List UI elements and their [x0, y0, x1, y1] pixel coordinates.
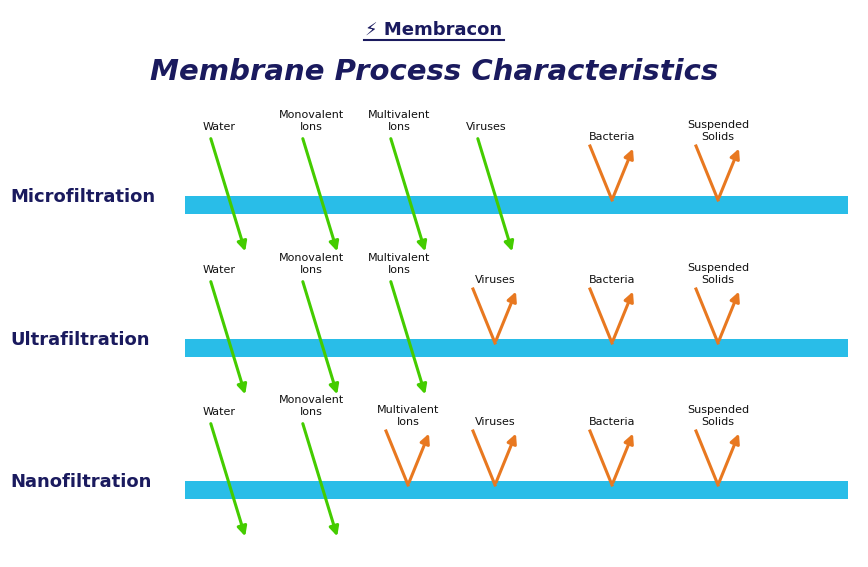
- Text: Water: Water: [202, 122, 235, 132]
- Text: Multivalent
Ions: Multivalent Ions: [377, 405, 439, 427]
- Text: Multivalent
Ions: Multivalent Ions: [368, 111, 431, 132]
- Text: Water: Water: [202, 265, 235, 275]
- Text: Suspended
Solids: Suspended Solids: [687, 405, 749, 427]
- Text: Viruses: Viruses: [475, 417, 516, 427]
- Text: Membrane Process Characteristics: Membrane Process Characteristics: [150, 58, 718, 86]
- Text: Bacteria: Bacteria: [589, 275, 635, 285]
- Text: Water: Water: [202, 407, 235, 417]
- Text: Multivalent
Ions: Multivalent Ions: [368, 253, 431, 275]
- Text: Monovalent
Ions: Monovalent Ions: [279, 395, 344, 417]
- Text: Bacteria: Bacteria: [589, 417, 635, 427]
- Text: Bacteria: Bacteria: [589, 132, 635, 142]
- Text: Suspended
Solids: Suspended Solids: [687, 264, 749, 285]
- Text: Viruses: Viruses: [475, 275, 516, 285]
- FancyBboxPatch shape: [185, 339, 848, 357]
- Text: Ultrafiltration: Ultrafiltration: [10, 331, 149, 349]
- Text: Suspended
Solids: Suspended Solids: [687, 120, 749, 142]
- FancyBboxPatch shape: [185, 481, 848, 499]
- Text: Monovalent
Ions: Monovalent Ions: [279, 253, 344, 275]
- FancyBboxPatch shape: [185, 196, 848, 214]
- Text: Nanofiltration: Nanofiltration: [10, 473, 151, 491]
- Text: Viruses: Viruses: [466, 122, 506, 132]
- Text: Microfiltration: Microfiltration: [10, 188, 155, 206]
- Text: ⚡ Membracon: ⚡ Membracon: [365, 21, 503, 39]
- Text: Monovalent
Ions: Monovalent Ions: [279, 111, 344, 132]
